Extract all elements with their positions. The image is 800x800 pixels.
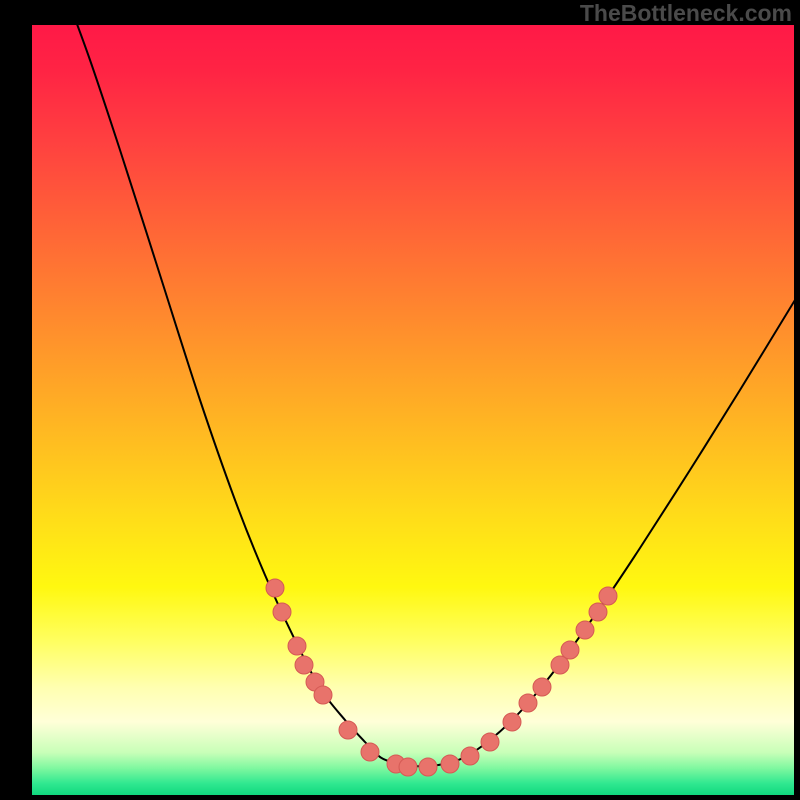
marker-dot [533,678,551,696]
curve-layer [32,25,794,795]
marker-dot [361,743,379,761]
bottleneck-curve [68,25,794,766]
plot-area [32,25,794,795]
marker-dot [314,686,332,704]
marker-dot [503,713,521,731]
watermark-text: TheBottleneck.com [580,0,792,27]
marker-dot [419,758,437,776]
marker-dot [519,694,537,712]
marker-dot [599,587,617,605]
marker-dot [481,733,499,751]
marker-dot [295,656,313,674]
marker-group [266,579,617,776]
marker-dot [561,641,579,659]
marker-dot [399,758,417,776]
marker-dot [339,721,357,739]
marker-dot [441,755,459,773]
marker-dot [461,747,479,765]
marker-dot [288,637,306,655]
marker-dot [589,603,607,621]
marker-dot [273,603,291,621]
marker-dot [266,579,284,597]
marker-dot [576,621,594,639]
